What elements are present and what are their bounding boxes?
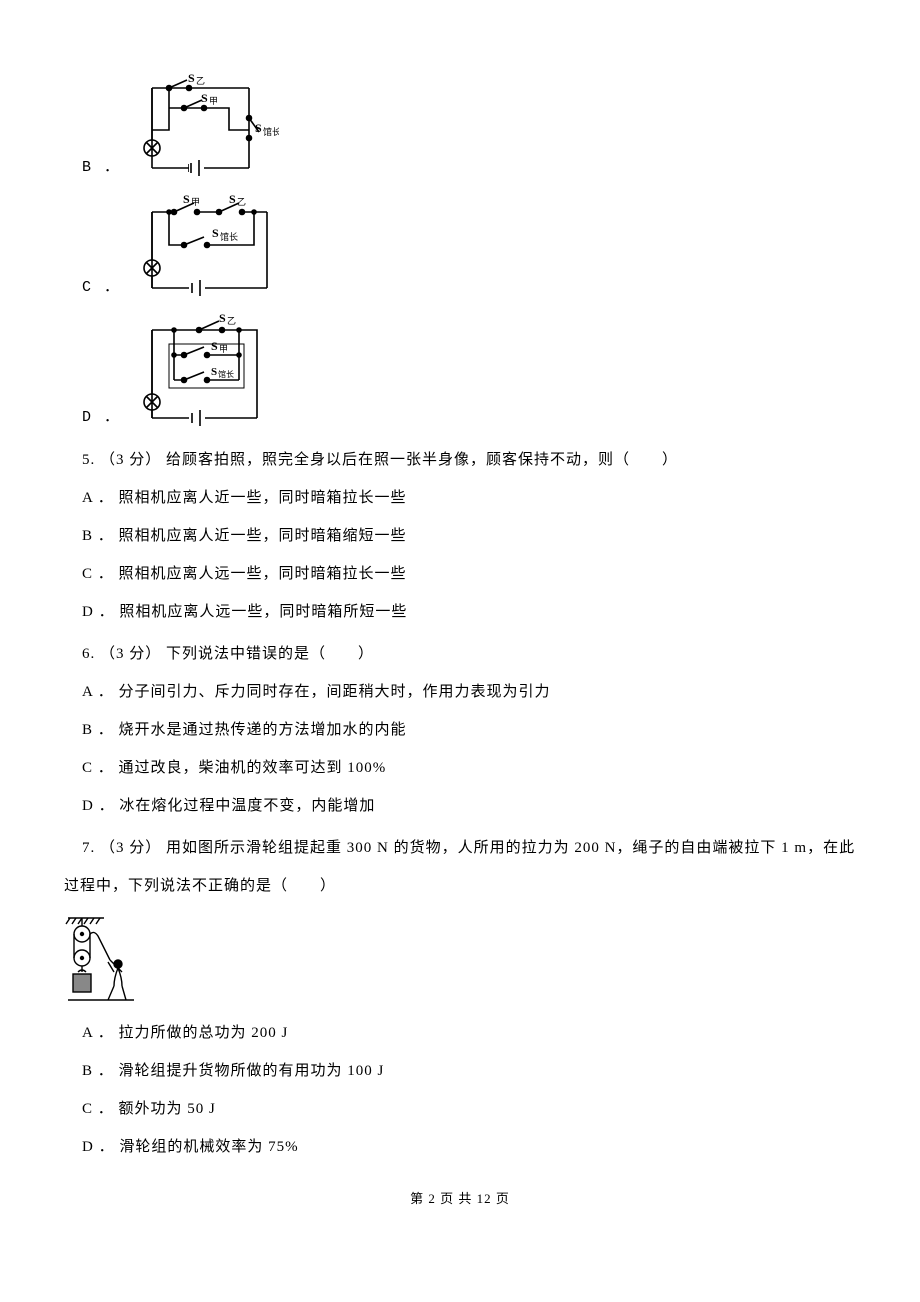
svg-text:S: S xyxy=(211,366,217,378)
q5-option-a: A ． 照相机应离人近一些，同时暗箱拉长一些 xyxy=(82,486,856,510)
q5-option-b: B ． 照相机应离人近一些，同时暗箱缩短一些 xyxy=(82,524,856,548)
q7-option-d: D ． 滑轮组的机械效率为 75% xyxy=(82,1135,856,1159)
q7-stem-line2: 过程中，下列说法不正确的是（ ） xyxy=(64,874,856,898)
prev-option-b-row: B ． xyxy=(82,70,856,180)
q6-text: 下列说法中错误的是（ ） xyxy=(166,646,374,662)
q6-option-a: A ． 分子间引力、斥力同时存在，间距稍大时，作用力表现为引力 xyxy=(82,680,856,704)
q6-num: 6. xyxy=(82,646,95,662)
q7-option-b: B ． 滑轮组提升货物所做的有用功为 100 J xyxy=(82,1059,856,1083)
q5-num: 5. xyxy=(82,452,95,468)
q7-option-a: A ． 拉力所做的总功为 200 J xyxy=(82,1021,856,1045)
q6-option-d: D ． 冰在熔化过程中温度不变，内能增加 xyxy=(82,794,856,818)
svg-text:S: S xyxy=(229,192,236,206)
q7-points: （3 分） xyxy=(100,840,161,856)
q7-stem-line1: 7. （3 分） 用如图所示滑轮组提起重 300 N 的货物，人所用的拉力为 2… xyxy=(82,836,856,860)
page-content: B ． xyxy=(0,0,920,1250)
svg-text:甲: 甲 xyxy=(209,96,218,106)
circuit-diagram-d: S乙 S甲 S馆长 xyxy=(129,310,279,430)
q7-num: 7. xyxy=(82,840,95,856)
svg-text:S: S xyxy=(255,121,262,135)
q5-text: 给顾客拍照，照完全身以后在照一张半身像，顾客保持不动，则（ ） xyxy=(166,452,678,468)
q6-points: （3 分） xyxy=(100,646,161,662)
svg-text:S: S xyxy=(183,192,190,206)
svg-text:馆长: 馆长 xyxy=(218,369,234,379)
svg-text:S: S xyxy=(211,339,218,353)
circuit-diagram-b: S乙 S甲 S馆长 xyxy=(129,70,279,180)
svg-text:S: S xyxy=(212,226,219,240)
prev-option-d-row: D ． xyxy=(82,310,856,430)
svg-text:乙: 乙 xyxy=(227,316,236,326)
option-c-letter: C ． xyxy=(82,276,121,300)
svg-text:甲: 甲 xyxy=(219,344,228,354)
q7-figure xyxy=(64,912,856,1007)
svg-text:乙: 乙 xyxy=(196,76,205,86)
svg-text:甲: 甲 xyxy=(191,197,200,207)
svg-text:S: S xyxy=(219,311,226,325)
svg-text:S: S xyxy=(201,91,208,105)
option-b-letter: B ． xyxy=(82,156,121,180)
svg-text:乙: 乙 xyxy=(237,197,246,207)
svg-text:馆长: 馆长 xyxy=(263,126,279,137)
q5-option-d: D ． 照相机应离人远一些，同时暗箱所短一些 xyxy=(82,600,856,624)
page-footer: 第 2 页 共 12 页 xyxy=(64,1189,856,1210)
svg-text:馆长: 馆长 xyxy=(220,231,238,242)
option-d-letter: D ． xyxy=(82,406,121,430)
svg-text:S: S xyxy=(188,71,195,85)
q6-option-c: C ． 通过改良，柴油机的效率可达到 100% xyxy=(82,756,856,780)
prev-option-c-row: C ． xyxy=(82,190,856,300)
q5-points: （3 分） xyxy=(100,452,161,468)
q7-option-c: C ． 额外功为 50 J xyxy=(82,1097,856,1121)
q6-option-b: B ． 烧开水是通过热传递的方法增加水的内能 xyxy=(82,718,856,742)
circuit-diagram-c: S甲 S乙 S馆长 xyxy=(129,190,289,300)
q7-text-a: 用如图所示滑轮组提起重 300 N 的货物，人所用的拉力为 200 N，绳子的自… xyxy=(166,840,855,856)
q5-stem: 5. （3 分） 给顾客拍照，照完全身以后在照一张半身像，顾客保持不动，则（ ） xyxy=(82,448,856,472)
q5-option-c: C ． 照相机应离人远一些，同时暗箱拉长一些 xyxy=(82,562,856,586)
q6-stem: 6. （3 分） 下列说法中错误的是（ ） xyxy=(82,642,856,666)
